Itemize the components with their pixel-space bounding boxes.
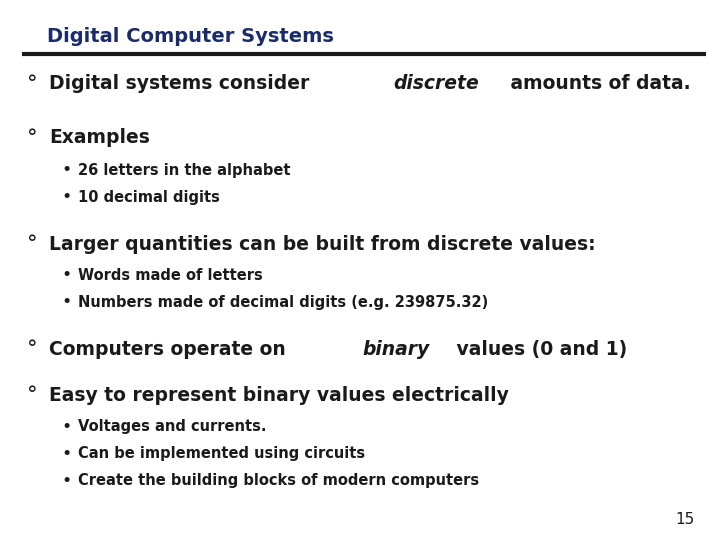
Text: Digital systems consider: Digital systems consider [49, 74, 316, 93]
Text: Voltages and currents.: Voltages and currents. [78, 419, 266, 434]
Text: values (0 and 1): values (0 and 1) [449, 340, 627, 359]
Text: •: • [61, 417, 71, 436]
Text: °: ° [27, 234, 38, 254]
Text: Digital Computer Systems: Digital Computer Systems [47, 27, 333, 46]
Text: •: • [61, 293, 71, 312]
Text: °: ° [27, 339, 38, 360]
Text: amounts of data.: amounts of data. [504, 74, 690, 93]
Text: •: • [61, 444, 71, 463]
Text: Larger quantities can be built from discrete values:: Larger quantities can be built from disc… [49, 234, 595, 254]
Text: °: ° [27, 73, 38, 94]
Text: Can be implemented using circuits: Can be implemented using circuits [78, 446, 365, 461]
Text: discrete: discrete [393, 74, 479, 93]
Text: 15: 15 [675, 511, 695, 526]
Text: °: ° [27, 127, 38, 148]
Text: •: • [61, 188, 71, 206]
Text: Computers operate on: Computers operate on [49, 340, 292, 359]
Text: °: ° [27, 385, 38, 406]
Text: Create the building blocks of modern computers: Create the building blocks of modern com… [78, 473, 479, 488]
Text: •: • [61, 161, 71, 179]
Text: Examples: Examples [49, 128, 150, 147]
Text: Easy to represent binary values electrically: Easy to represent binary values electric… [49, 386, 509, 405]
Text: Words made of letters: Words made of letters [78, 268, 263, 283]
Text: binary: binary [363, 340, 430, 359]
Text: 26 letters in the alphabet: 26 letters in the alphabet [78, 163, 290, 178]
Text: 10 decimal digits: 10 decimal digits [78, 190, 220, 205]
Text: •: • [61, 266, 71, 285]
Text: •: • [61, 471, 71, 490]
Text: Numbers made of decimal digits (e.g. 239875.32): Numbers made of decimal digits (e.g. 239… [78, 295, 488, 310]
